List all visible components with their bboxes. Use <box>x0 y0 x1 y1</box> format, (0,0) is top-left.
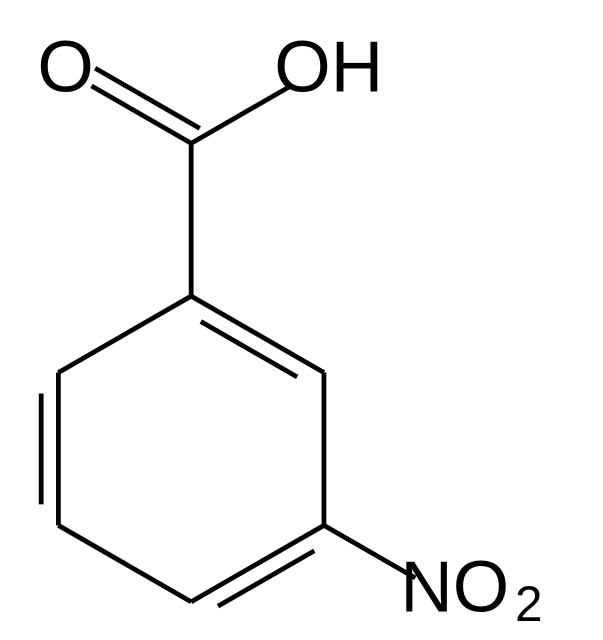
bond-line <box>191 296 324 372</box>
atom-label: NO <box>400 546 509 627</box>
bond-line <box>58 296 191 372</box>
atom-label: O <box>37 27 93 108</box>
bond-line <box>58 525 191 601</box>
atom-label: OH <box>274 27 383 108</box>
bond-line <box>191 525 324 601</box>
atom-label-subscript: 2 <box>515 576 543 632</box>
chemical-structure-diagram: O OH NO2 <box>0 0 603 640</box>
